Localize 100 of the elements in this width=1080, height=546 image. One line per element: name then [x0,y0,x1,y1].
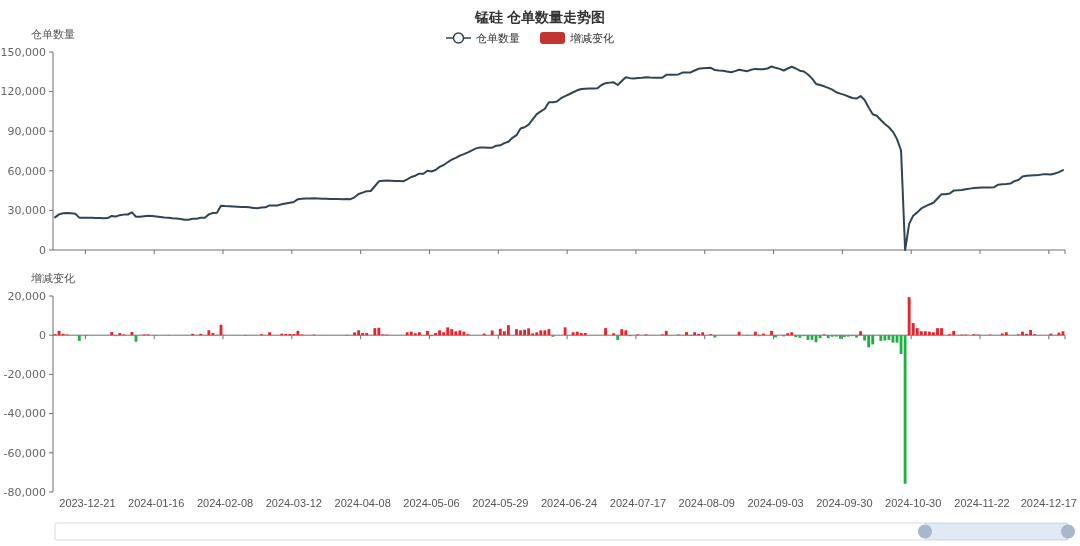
bar [527,328,531,336]
bar [664,330,668,336]
bar [543,330,547,336]
bar [701,332,705,336]
y-tick-label: 30,000 [7,204,46,218]
x-tick-label: 2024-10-30 [885,497,942,509]
bar [952,330,956,336]
bar [296,330,300,336]
chart-title: 锰硅 仓单数量走势图 [473,9,606,25]
bar [405,332,409,336]
x-tick-label: 2024-02-08 [196,497,254,509]
y-tick-label: 60,000 [7,164,46,178]
bar [923,331,927,336]
bar [826,335,830,339]
bar [434,333,437,336]
bar [506,325,510,336]
bar [919,331,923,336]
bar [859,331,862,336]
bar [211,333,215,336]
bar [713,335,717,338]
bar [798,335,802,338]
bar [1021,331,1024,336]
bar [446,327,450,336]
bar [1029,329,1033,336]
bar [438,330,441,336]
bar [118,333,122,336]
bar [624,330,628,336]
y-tick-label: 0 [39,243,46,257]
y-tick-label: 150,000 [0,45,46,59]
bar [77,335,81,341]
x-tick-label: 2024-06-24 [540,497,598,509]
bar [620,329,624,336]
bar [604,328,607,336]
x-tick-label: 2024-09-30 [816,497,873,509]
legend-label: 仓单数量 [476,31,520,45]
x-tick-label: 2024-12-17 [1020,497,1077,509]
bar [737,331,741,336]
bar [903,335,907,484]
bar [940,328,943,336]
bar [616,335,620,340]
bar [936,328,939,336]
x-tick-label: 2023-12-21 [59,497,116,509]
bar [790,332,794,336]
bar [377,327,381,336]
bar [770,330,773,336]
bar [515,329,518,336]
bar [353,332,356,336]
x-tick-label: 2024-09-03 [747,497,804,509]
bar [855,335,858,338]
bar [409,331,413,336]
x-tick-label: 2024-03-12 [265,497,322,509]
bar [110,332,114,336]
bar [490,330,494,336]
bar [207,330,211,336]
y-tick-label: 20,000 [7,289,46,303]
x-tick-label: 2024-08-09 [678,497,735,509]
bar [373,328,377,336]
y-tick-label: 0 [39,329,46,343]
bar [498,328,502,336]
x-tick-label: 2024-11-22 [954,497,1010,509]
bar [535,332,539,336]
bar [871,335,875,345]
y-tick-label: -60,000 [3,446,46,460]
bar [927,331,931,336]
bar [693,332,697,336]
text: 增减变化 [569,31,614,45]
x-tick-label: 2024-04-08 [334,497,391,509]
x-tick-label: 2024-07-17 [609,497,667,509]
x-tick-label: 2024-05-06 [403,497,460,509]
y-tick-label: 90,000 [7,125,46,139]
bar [579,333,583,336]
bar [454,331,458,336]
bar [907,297,911,336]
bar [365,333,369,336]
bar [450,329,454,336]
bar [583,333,587,336]
bar [883,335,887,341]
bar [1004,332,1008,336]
y-tick-label: -80,000 [3,485,46,499]
bar [462,331,466,336]
bar [818,335,822,339]
bar [357,330,361,336]
bar [426,330,429,336]
bar [867,335,871,348]
bar [887,335,891,340]
y-tick-label: -20,000 [3,368,46,382]
x-tick-label: 2024-05-29 [472,497,529,509]
bar [523,329,527,336]
bar [361,333,365,336]
y-axis-title: 增减变化 [30,272,75,285]
x-tick-label: 2024-01-16 [128,497,185,509]
y-tick-label: 120,000 [0,85,46,99]
bar [519,330,522,336]
bar [417,332,421,336]
bar [879,335,883,341]
bar [539,330,543,336]
y-tick-label: -40,000 [3,407,46,421]
y-axis-title: 仓单数量 [31,28,75,41]
bar [753,331,757,336]
bar [571,332,575,336]
